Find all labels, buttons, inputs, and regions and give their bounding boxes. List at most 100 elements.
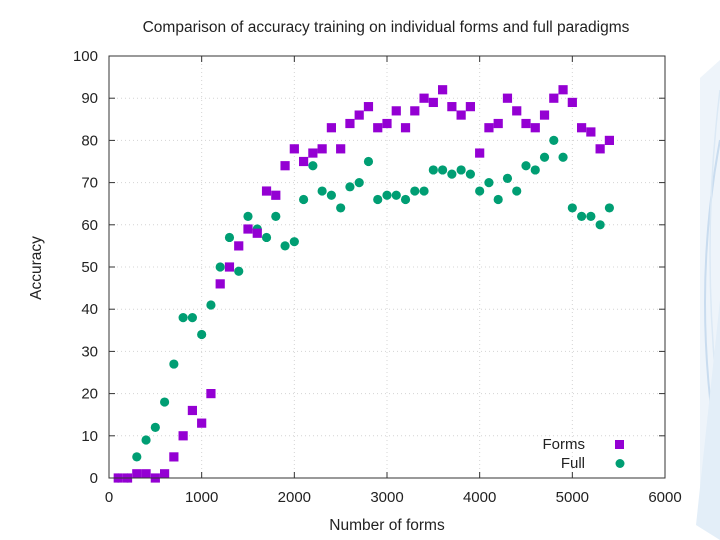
data-point-full <box>512 186 522 196</box>
data-point-full <box>224 232 235 243</box>
data-point-full <box>178 313 188 323</box>
x-axis-label: Number of forms <box>329 517 445 534</box>
data-point-forms <box>326 123 336 133</box>
data-point-forms <box>132 469 142 479</box>
data-point-forms <box>530 123 540 133</box>
data-point-full <box>243 211 253 221</box>
data-point-full <box>567 203 577 213</box>
data-point-full <box>141 435 151 445</box>
data-point-full <box>465 169 475 179</box>
data-point-forms <box>391 106 401 116</box>
legend-label-forms: Forms <box>543 436 586 453</box>
data-point-forms <box>206 389 216 399</box>
data-point-forms <box>604 135 614 145</box>
data-point-full <box>234 266 244 276</box>
data-point-forms <box>197 418 207 428</box>
data-point-full <box>308 161 318 171</box>
data-point-full <box>558 152 568 162</box>
data-points <box>113 85 615 483</box>
data-point-forms <box>502 93 513 103</box>
data-point-forms <box>243 224 253 234</box>
data-point-forms <box>141 469 151 479</box>
data-point-forms <box>178 431 188 441</box>
data-point-forms <box>215 279 225 289</box>
data-point-forms <box>410 106 420 116</box>
plot-frame <box>108 55 666 479</box>
data-point-forms <box>400 123 411 133</box>
y-tick-label: 90 <box>81 90 98 107</box>
data-point-forms <box>252 228 262 238</box>
x-tick-label: 4000 <box>463 489 496 506</box>
y-tick-label: 60 <box>81 217 98 234</box>
data-point-full <box>502 173 513 183</box>
data-point-full <box>391 190 401 200</box>
data-point-full <box>336 203 346 213</box>
data-point-forms <box>595 144 605 154</box>
data-point-full <box>447 169 457 179</box>
data-point-forms <box>336 144 346 154</box>
data-point-forms <box>261 186 272 196</box>
data-point-full <box>354 178 364 188</box>
data-point-forms <box>317 144 327 154</box>
data-point-forms <box>549 93 559 103</box>
data-point-full <box>410 186 420 196</box>
y-axis-label: Accuracy <box>28 236 45 300</box>
x-tick-label: 0 <box>105 489 113 506</box>
data-point-forms <box>484 123 494 133</box>
data-point-full <box>521 161 531 171</box>
data-point-full <box>428 165 438 175</box>
data-point-forms <box>280 161 290 171</box>
data-point-full <box>280 241 290 251</box>
data-point-forms <box>521 118 531 129</box>
data-point-forms <box>577 123 587 133</box>
x-tick-label: 2000 <box>278 489 311 506</box>
legend-marker-full <box>615 459 625 468</box>
data-point-full <box>289 237 299 247</box>
data-point-full <box>577 211 587 221</box>
chart-title: Comparison of accuracy training on indiv… <box>143 19 630 36</box>
y-tick-label: 80 <box>81 132 98 149</box>
data-point-full <box>160 397 170 407</box>
data-point-full <box>363 156 374 167</box>
data-point-forms <box>363 102 374 112</box>
data-point-full <box>197 329 207 340</box>
data-point-forms <box>447 102 457 112</box>
x-tick-label: 5000 <box>556 489 589 506</box>
y-axis-ticks: 0 10 20 30 40 50 60 70 80 90 100 <box>73 48 665 487</box>
data-point-forms <box>271 190 281 200</box>
data-point-forms <box>465 102 475 112</box>
data-point-forms <box>438 85 448 95</box>
data-point-forms <box>567 97 577 108</box>
data-point-forms <box>289 144 299 154</box>
data-point-forms <box>539 110 550 120</box>
data-point-full <box>150 422 160 432</box>
data-point-forms <box>428 97 438 108</box>
data-point-full <box>187 313 197 323</box>
y-tick-label: 30 <box>81 343 98 360</box>
data-point-forms <box>456 110 466 120</box>
y-tick-label: 40 <box>81 301 98 318</box>
data-point-full <box>132 452 142 462</box>
data-point-full <box>261 232 272 243</box>
data-point-forms <box>493 118 503 129</box>
data-point-forms <box>169 452 179 462</box>
y-tick-label: 10 <box>81 428 98 445</box>
data-point-full <box>530 165 540 175</box>
data-point-full <box>271 211 281 221</box>
data-point-forms <box>586 127 596 137</box>
data-point-forms <box>299 156 309 167</box>
data-point-full <box>169 359 179 369</box>
y-tick-label: 50 <box>81 259 98 276</box>
x-axis-ticks: 0 1000 2000 3000 4000 5000 6000 <box>105 56 682 506</box>
data-point-forms <box>373 123 383 133</box>
legend-marker-forms <box>615 440 624 449</box>
data-point-forms <box>187 405 197 416</box>
data-point-forms <box>308 148 318 158</box>
legend: Forms Full <box>543 436 625 472</box>
data-point-full <box>595 220 605 230</box>
data-point-full <box>400 194 411 205</box>
data-point-forms <box>382 118 392 129</box>
data-point-full <box>419 186 429 196</box>
data-point-full <box>493 194 503 205</box>
